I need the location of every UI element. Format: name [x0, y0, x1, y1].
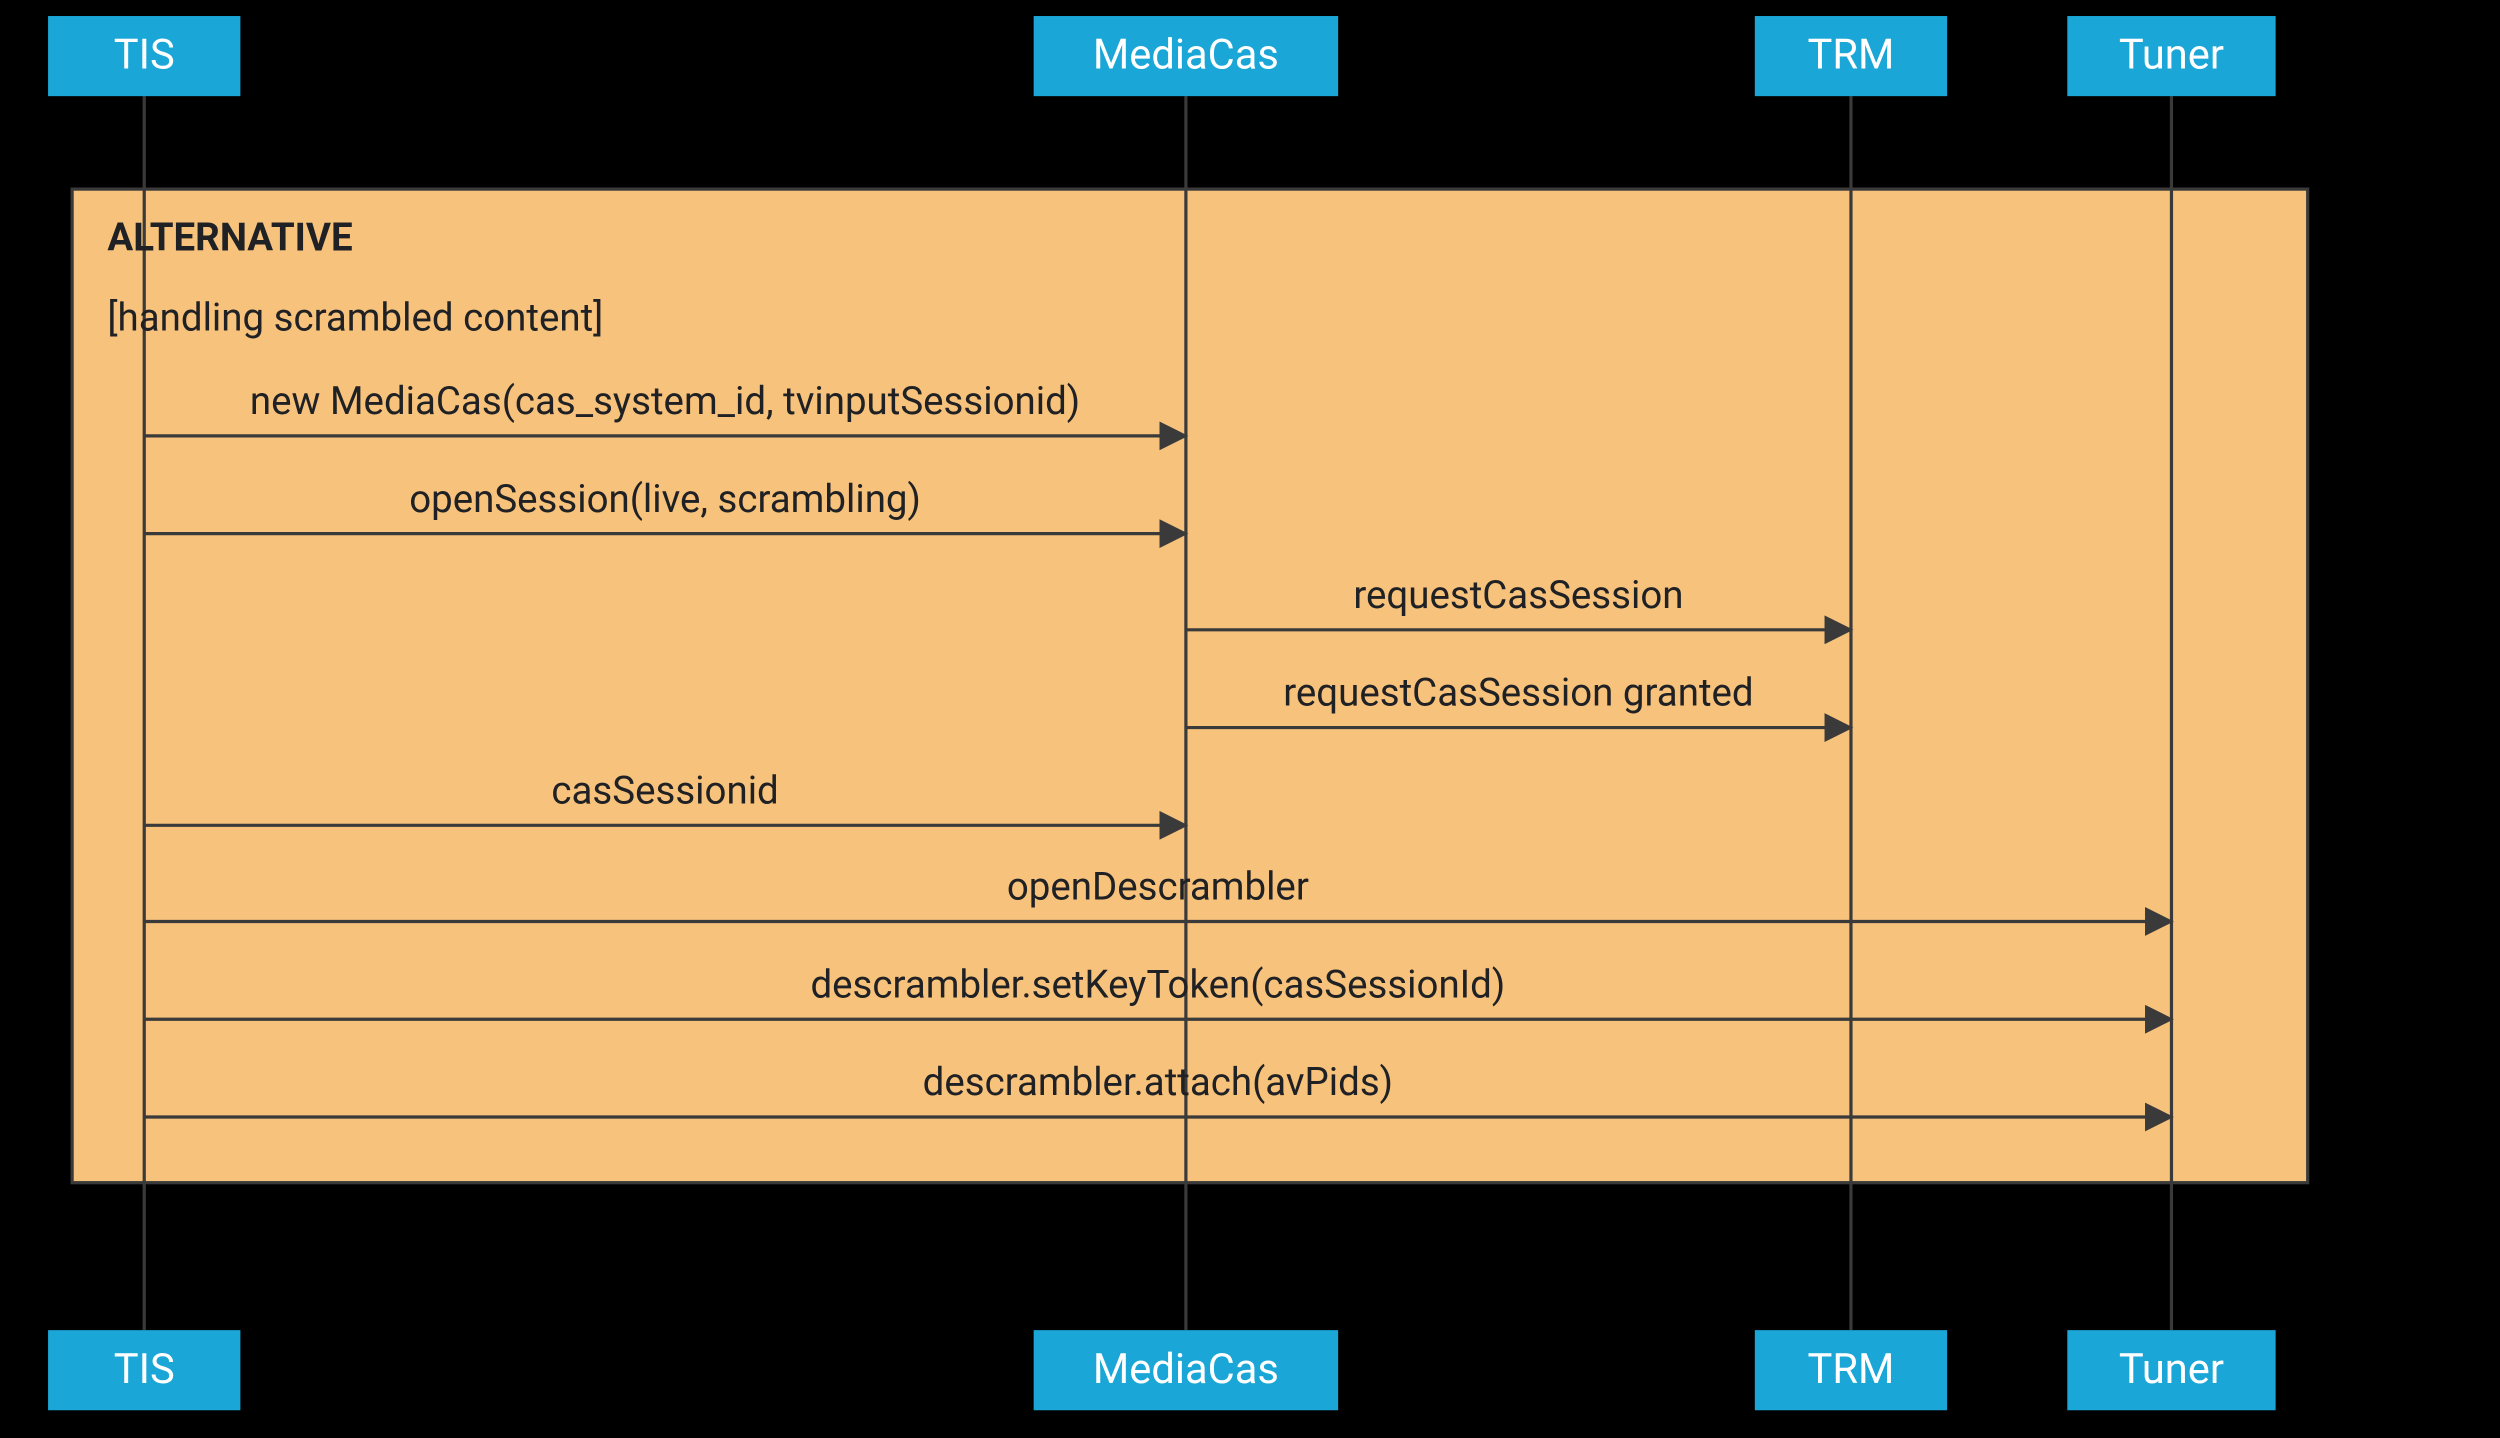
alt-title: ALTERNATIVE [107, 216, 352, 261]
bottom-participant-label: TIS [114, 1345, 175, 1394]
message-label: new MediaCas(cas_system_id, tvinputSessi… [250, 379, 1080, 424]
message-label: descrambler.setKeyToken(casSessionId) [810, 962, 1505, 1007]
message-label: descrambler.attach(avPids) [923, 1060, 1393, 1105]
sequence-diagram: ALTERNATIVE [handling scrambled content] n… [0, 0, 2500, 1438]
bottom-participant-label: Tuner [2119, 1345, 2224, 1394]
top-participant-label: Tuner [2119, 31, 2224, 80]
message-label: requestCasSession granted [1283, 671, 1753, 716]
alt-guard: [handling scrambled content] [107, 296, 603, 341]
message-label: casSessionid [551, 768, 778, 813]
top-participant-label: TRM [1808, 31, 1895, 80]
bottom-participant-label: MediaCas [1093, 1345, 1279, 1394]
message-label: openSession(live, scrambling) [409, 477, 921, 522]
top-participant-label: MediaCas [1093, 31, 1279, 80]
message-label: requestCasSession [1353, 573, 1683, 618]
top-participant-label: TIS [114, 31, 175, 80]
message-label: openDescrambler [1007, 865, 1309, 910]
bottom-participant-label: TRM [1808, 1345, 1895, 1394]
